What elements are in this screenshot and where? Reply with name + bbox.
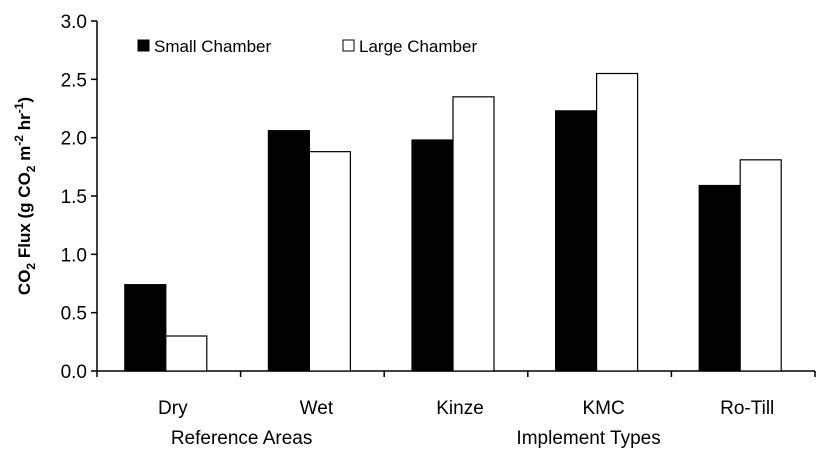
- bar-small-chamber-ro-till: [698, 184, 741, 372]
- y-tick-label: 1.5: [61, 187, 87, 208]
- bar-large-chamber-wet: [308, 151, 351, 372]
- y-tick-label: 0.5: [61, 304, 87, 325]
- legend-item: Small Chamber: [137, 37, 271, 56]
- bars: [124, 72, 782, 372]
- x-group-label: Reference Areas: [171, 428, 313, 449]
- x-category-label: Dry: [158, 398, 188, 419]
- y-tick-label: 2.5: [61, 70, 87, 91]
- axis-labels: CO2 Flux (g CO2 m-2 hr-1): [12, 97, 38, 295]
- y-tick-label: 2.0: [61, 129, 87, 150]
- x-group-label: Implement Types: [516, 428, 660, 449]
- bar-small-chamber-kinze: [411, 139, 454, 372]
- y-axis: 0.0 0.5 1.0 1.5 2.0 2.5 3.0: [61, 12, 98, 383]
- legend-swatch: [137, 39, 150, 52]
- legend-swatch: [342, 39, 355, 52]
- bar-small-chamber-wet: [267, 130, 310, 372]
- bar-large-chamber-kmc: [595, 72, 639, 372]
- bar-large-chamber-dry: [165, 335, 208, 372]
- legend: Small Chamber Large Chamber: [137, 37, 477, 56]
- y-tick-label: 3.0: [61, 12, 87, 33]
- x-category-label: KMC: [582, 398, 624, 419]
- y-tick-label: 1.0: [61, 245, 87, 266]
- x-axis: Dry Wet Kinze KMC Ro-Till Reference Areas Impl…: [96, 370, 816, 449]
- x-category-label: Wet: [300, 398, 334, 419]
- bar-small-chamber-kmc: [554, 110, 598, 372]
- bar-small-chamber-dry: [124, 284, 167, 372]
- bar-large-chamber-kinze: [452, 96, 495, 372]
- legend-label: Small Chamber: [154, 37, 271, 56]
- legend-item: Large Chamber: [342, 37, 477, 56]
- x-category-label: Ro-Till: [720, 398, 774, 419]
- y-tick-label: 0.0: [61, 362, 87, 383]
- bar-large-chamber-ro-till: [739, 159, 782, 372]
- legend-label: Large Chamber: [359, 37, 477, 56]
- x-category-label: Kinze: [436, 398, 484, 419]
- y-axis-label: CO2 Flux (g CO2 m-2 hr-1): [12, 97, 38, 295]
